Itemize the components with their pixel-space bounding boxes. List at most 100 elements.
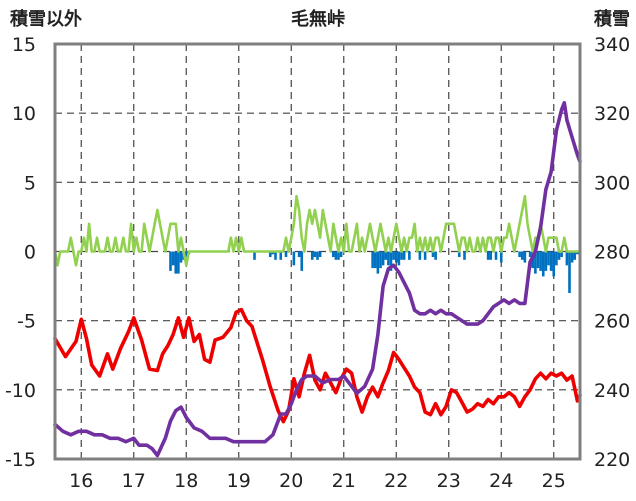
precipitation-bar [376, 251, 380, 274]
precipitation-bar [177, 251, 180, 274]
precipitation-bar [528, 251, 532, 258]
x-tick-label: 21 [332, 470, 356, 492]
x-tick-label: 20 [279, 470, 303, 492]
x-tick-label: 16 [69, 470, 93, 492]
x-tick-label: 23 [437, 470, 461, 492]
precipitation-bar [284, 251, 288, 258]
precipitation-bar [536, 251, 540, 269]
precipitation-bar [387, 251, 390, 266]
precipitation-bar [292, 251, 296, 266]
precipitation-bar [334, 251, 338, 260]
precipitation-bar [313, 251, 317, 258]
y-left-tick-label: 15 [12, 34, 36, 56]
precipitation-bar [431, 251, 435, 258]
precipitation-bar [423, 251, 427, 260]
precipitation-bar [541, 251, 545, 277]
precipitation-bar [381, 251, 385, 266]
precipitation-bar [371, 251, 374, 269]
precipitation-bar [555, 251, 558, 266]
precipitation-bar [486, 251, 490, 260]
precipitation-bar [300, 251, 304, 271]
precipitation-bar [565, 251, 569, 266]
x-tick-label: 25 [542, 470, 566, 492]
precipitation-bar [339, 251, 343, 258]
precipitation-bar [418, 251, 422, 260]
precipitation-bar [534, 251, 537, 274]
precipitation-bar [489, 251, 493, 260]
x-tick-label: 18 [174, 470, 198, 492]
y-left-tick-label: 0 [24, 242, 36, 264]
x-tick-label: 22 [384, 470, 408, 492]
precipitation-bar [318, 251, 322, 258]
x-tick-label: 24 [489, 470, 513, 492]
x-tick-labels: 16 17 18 19 20 21 22 23 24 25 [69, 470, 566, 492]
y-left-tick-label: -15 [5, 449, 36, 471]
precipitation-bar [297, 251, 301, 258]
precipitation-bar [400, 251, 403, 260]
precipitation-bar [379, 251, 382, 269]
precipitation-bar [373, 251, 377, 269]
precipitation-bar [520, 251, 524, 260]
y-right-tick-label: 320 [594, 103, 630, 125]
precipitation-bar [392, 251, 395, 260]
precipitation-bar [547, 251, 550, 266]
precipitation-bar [402, 251, 406, 260]
y-right-tick-label: 220 [594, 449, 630, 471]
y-left-tick-labels: 15 10 5 0 -5 -10 -15 [5, 34, 36, 471]
precipitation-bar [389, 251, 393, 271]
precipitation-bar [384, 251, 388, 260]
plot-frame [53, 42, 582, 461]
y-left-axis-label: 積雪以外 [9, 8, 82, 30]
precipitation-bar [171, 251, 175, 266]
precipitation-bar [434, 251, 437, 260]
y-right-tick-labels: 340 320 300 280 260 240 220 [594, 34, 630, 471]
precipitation-bar [184, 251, 188, 258]
precipitation-bar [274, 251, 277, 260]
series-line-1 [53, 101, 582, 458]
precipitation-bar [549, 251, 553, 271]
precipitation-bar [494, 251, 498, 260]
y-right-tick-label: 300 [594, 172, 630, 194]
series-lines [53, 101, 582, 458]
y-left-tick-label: 5 [24, 172, 36, 194]
precipitation-bar [394, 251, 398, 263]
y-left-tick-label: 10 [12, 103, 36, 125]
precipitation-bar [560, 251, 563, 258]
precipitation-bar [331, 251, 335, 258]
precipitation-bar [576, 251, 579, 255]
chart-title: 毛無峠 [291, 8, 345, 30]
precipitation-bar [499, 251, 503, 263]
precipitation-bar [310, 251, 314, 260]
precipitation-bar [316, 251, 319, 260]
y-right-tick-label: 260 [594, 311, 630, 333]
precipitation-bar [570, 251, 574, 263]
precipitation-bar [337, 251, 340, 260]
precipitation-bar [518, 251, 521, 258]
precipitation-bar [279, 251, 283, 260]
precipitation-bar [408, 251, 411, 260]
y-right-tick-label: 340 [594, 34, 630, 56]
x-tick-label: 17 [122, 470, 146, 492]
precipitation-bar [463, 251, 466, 260]
y-right-tick-label: 280 [594, 242, 630, 264]
y-right-axis-label: 積雪 [593, 8, 630, 30]
precipitation-bar [397, 251, 401, 266]
precipitation-bar [523, 251, 527, 263]
precipitation-bar [179, 251, 183, 263]
precipitation-bar [552, 251, 556, 277]
y-left-tick-label: -10 [5, 380, 36, 402]
series-line-2 [53, 194, 582, 267]
y-right-tick-label: 240 [594, 380, 630, 402]
precipitation-bar [271, 251, 275, 255]
precipitation-bar [253, 251, 256, 260]
x-tick-label: 19 [227, 470, 251, 492]
precipitation-bars [169, 251, 579, 293]
precipitation-bar [169, 251, 172, 271]
precipitation-bar [568, 251, 571, 293]
precipitation-bar [539, 251, 542, 271]
precipitation-bar [544, 251, 548, 271]
precipitation-bar [457, 251, 461, 258]
precipitation-bar [174, 251, 178, 274]
precipitation-bar [268, 251, 272, 258]
